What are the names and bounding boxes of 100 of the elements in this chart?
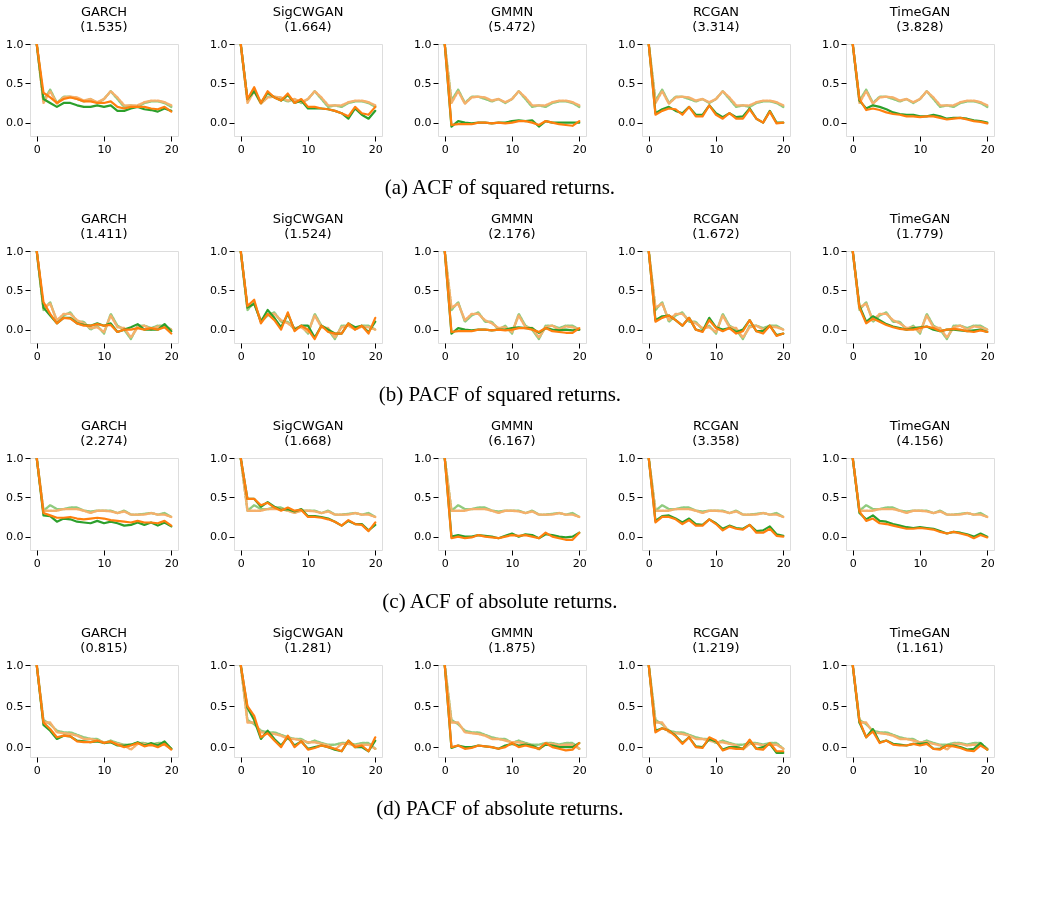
chart-title: TimeGAN (1.161) — [888, 625, 951, 655]
y-tick-label: 1.0 — [6, 658, 24, 672]
y-tick-label: 0.0 — [210, 530, 228, 544]
y-tick-label: 0.5 — [618, 76, 636, 90]
y-tick-label: 0.5 — [6, 699, 24, 713]
y-tick-label: 0.5 — [618, 490, 636, 504]
chart-title: SigCWGAN (1.281) — [272, 625, 344, 655]
text: (b) PACF of squared returns. — [378, 381, 622, 406]
y-tick-label: 0.0 — [6, 116, 24, 130]
x-tick-label: 20 — [776, 556, 791, 570]
chart-title: RCGAN (1.672) — [692, 211, 740, 241]
x-tick-label: 20 — [164, 142, 179, 156]
x-tick-label: 10 — [301, 349, 316, 363]
y-tick-label: 1.0 — [822, 244, 840, 258]
x-tick-label: 10 — [97, 556, 112, 570]
x-tick-label: 0 — [33, 142, 41, 156]
x-tick-label: 10 — [505, 763, 520, 777]
y-tick-label: 1.0 — [414, 658, 432, 672]
x-tick-label: 10 — [301, 763, 316, 777]
chart-title: GARCH (1.535) — [80, 4, 128, 34]
x-tick-label: 20 — [368, 556, 383, 570]
text: (d) PACF of absolute returns. — [376, 795, 624, 820]
y-tick-label: 0.5 — [414, 490, 432, 504]
y-tick-label: 0.0 — [822, 740, 840, 754]
x-tick-label: 0 — [849, 763, 857, 777]
y-tick-label: 1.0 — [210, 658, 228, 672]
x-tick-label: 0 — [33, 763, 41, 777]
y-tick-label: 0.5 — [6, 76, 24, 90]
x-tick-label: 10 — [913, 142, 928, 156]
x-tick-label: 0 — [441, 142, 449, 156]
x-tick-label: 10 — [709, 142, 724, 156]
x-tick-label: 10 — [505, 349, 520, 363]
x-tick-label: 20 — [776, 763, 791, 777]
x-tick-label: 10 — [97, 349, 112, 363]
y-tick-label: 0.5 — [210, 76, 228, 90]
x-tick-label: 10 — [97, 763, 112, 777]
x-tick-label: 0 — [33, 349, 41, 363]
chart-title: SigCWGAN (1.668) — [272, 418, 344, 448]
x-tick-label: 10 — [301, 556, 316, 570]
y-tick-label: 0.0 — [618, 530, 636, 544]
x-tick-label: 20 — [368, 142, 383, 156]
y-tick-label: 0.0 — [210, 323, 228, 337]
chart-title: GMMN (2.176) — [488, 211, 536, 241]
y-tick-label: 1.0 — [618, 37, 636, 51]
y-tick-label: 1.0 — [618, 658, 636, 672]
y-tick-label: 0.0 — [414, 740, 432, 754]
x-tick-label: 0 — [237, 763, 245, 777]
y-tick-label: 1.0 — [822, 658, 840, 672]
y-tick-label: 0.0 — [618, 323, 636, 337]
x-tick-label: 10 — [709, 763, 724, 777]
y-tick-label: 0.5 — [210, 490, 228, 504]
chart-title: GMMN (1.875) — [488, 625, 536, 655]
x-tick-label: 0 — [237, 349, 245, 363]
y-tick-label: 1.0 — [210, 37, 228, 51]
x-tick-label: 20 — [980, 142, 995, 156]
y-tick-label: 0.0 — [822, 530, 840, 544]
x-tick-label: 20 — [980, 763, 995, 777]
y-tick-label: 0.0 — [414, 530, 432, 544]
y-tick-label: 0.0 — [6, 740, 24, 754]
y-tick-label: 0.0 — [210, 116, 228, 130]
y-tick-label: 0.0 — [618, 116, 636, 130]
x-tick-label: 10 — [913, 763, 928, 777]
x-tick-label: 20 — [776, 349, 791, 363]
x-tick-label: 20 — [572, 763, 587, 777]
chart-title: GARCH (2.274) — [80, 418, 128, 448]
y-tick-label: 0.5 — [414, 76, 432, 90]
x-tick-label: 20 — [980, 349, 995, 363]
x-tick-label: 0 — [441, 763, 449, 777]
chart-title: RCGAN (3.314) — [692, 4, 740, 34]
x-tick-label: 10 — [913, 556, 928, 570]
chart-title: RCGAN (1.219) — [692, 625, 740, 655]
y-tick-label: 0.5 — [618, 699, 636, 713]
x-tick-label: 0 — [645, 556, 653, 570]
text: (c) ACF of absolute returns. — [382, 588, 618, 613]
x-tick-label: 20 — [164, 556, 179, 570]
x-tick-label: 10 — [505, 556, 520, 570]
chart-title: TimeGAN (4.156) — [888, 418, 951, 448]
chart-title: RCGAN (3.358) — [692, 418, 740, 448]
y-tick-label: 0.0 — [822, 323, 840, 337]
x-tick-label: 0 — [645, 763, 653, 777]
y-tick-label: 1.0 — [414, 451, 432, 465]
y-tick-label: 1.0 — [822, 451, 840, 465]
x-tick-label: 0 — [441, 556, 449, 570]
chart-title: TimeGAN (3.828) — [888, 4, 951, 34]
chart-title: SigCWGAN (1.664) — [272, 4, 344, 34]
x-tick-label: 10 — [97, 142, 112, 156]
x-tick-label: 10 — [301, 142, 316, 156]
y-tick-label: 1.0 — [618, 244, 636, 258]
y-tick-label: 0.5 — [822, 283, 840, 297]
y-tick-label: 0.5 — [6, 283, 24, 297]
y-tick-label: 1.0 — [210, 244, 228, 258]
y-tick-label: 1.0 — [6, 451, 24, 465]
x-tick-label: 20 — [572, 556, 587, 570]
y-tick-label: 0.0 — [6, 323, 24, 337]
y-tick-label: 0.0 — [414, 323, 432, 337]
chart-title: GARCH (0.815) — [80, 625, 128, 655]
x-tick-label: 20 — [776, 142, 791, 156]
x-tick-label: 0 — [441, 349, 449, 363]
chart-title: TimeGAN (1.779) — [888, 211, 951, 241]
x-tick-label: 20 — [164, 763, 179, 777]
